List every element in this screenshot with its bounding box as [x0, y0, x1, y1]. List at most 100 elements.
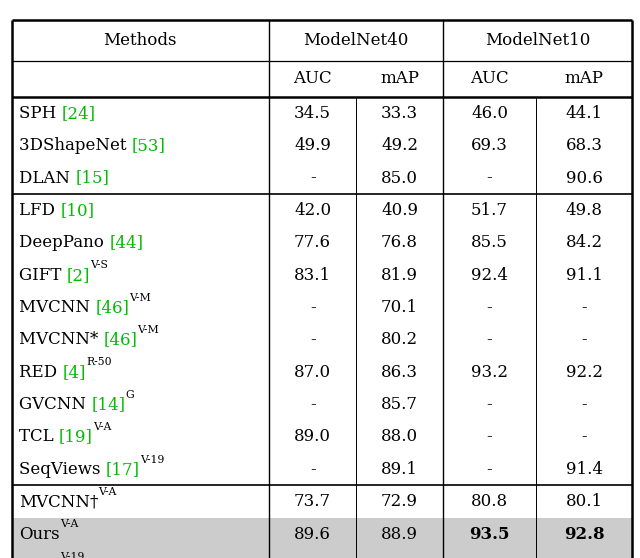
Text: 89.6: 89.6	[294, 526, 331, 542]
Text: 69.3: 69.3	[471, 137, 508, 154]
Text: DLAN: DLAN	[19, 170, 76, 186]
Text: V-19: V-19	[60, 552, 84, 558]
Text: AUC: AUC	[470, 70, 509, 88]
Text: [24]: [24]	[61, 105, 96, 122]
Text: MVCNN: MVCNN	[19, 299, 95, 316]
Text: 85.5: 85.5	[471, 234, 508, 251]
Text: V-M: V-M	[129, 293, 151, 303]
Text: -: -	[310, 170, 316, 186]
Text: -: -	[581, 299, 587, 316]
Text: 88.9: 88.9	[381, 526, 418, 542]
Text: [17]: [17]	[106, 461, 140, 478]
Text: 93.5: 93.5	[469, 526, 510, 542]
Text: [44]: [44]	[109, 234, 143, 251]
Text: [15]: [15]	[76, 170, 109, 186]
Text: 77.6: 77.6	[294, 234, 331, 251]
Text: 44.1: 44.1	[566, 105, 603, 122]
Text: SPH: SPH	[19, 105, 61, 122]
Text: 80.8: 80.8	[471, 493, 508, 510]
Text: mAP: mAP	[564, 70, 604, 88]
Text: TCL: TCL	[19, 429, 59, 445]
Text: [10]: [10]	[60, 202, 95, 219]
Text: V-19: V-19	[140, 455, 164, 465]
Text: ModelNet10: ModelNet10	[485, 32, 590, 49]
Text: 85.7: 85.7	[381, 396, 418, 413]
Text: [14]: [14]	[92, 396, 125, 413]
Text: 3DShapeNet: 3DShapeNet	[19, 137, 132, 154]
Text: G: G	[125, 390, 134, 400]
Text: 80.1: 80.1	[566, 493, 603, 510]
Bar	[12, 550, 632, 558]
Text: 88.0: 88.0	[381, 429, 418, 445]
Text: 92.2: 92.2	[566, 364, 603, 381]
Text: -: -	[487, 461, 492, 478]
Text: 51.7: 51.7	[471, 202, 508, 219]
Text: -: -	[310, 396, 316, 413]
Text: SeqViews: SeqViews	[19, 461, 106, 478]
Text: 33.3: 33.3	[381, 105, 418, 122]
Text: [46]: [46]	[95, 299, 129, 316]
Bar	[12, 518, 632, 550]
Text: Ours: Ours	[19, 526, 60, 542]
Text: 93.2: 93.2	[471, 364, 508, 381]
Text: GIFT: GIFT	[19, 267, 67, 283]
Text: RED: RED	[19, 364, 63, 381]
Text: mAP: mAP	[380, 70, 419, 88]
Text: 89.1: 89.1	[381, 461, 418, 478]
Text: -: -	[487, 396, 492, 413]
Text: R-50: R-50	[86, 358, 111, 368]
Text: 92.4: 92.4	[471, 267, 508, 283]
Text: V-M: V-M	[138, 325, 159, 335]
Text: [4]: [4]	[63, 364, 86, 381]
Text: DeepPano: DeepPano	[19, 234, 109, 251]
Text: -: -	[310, 461, 316, 478]
Text: ModelNet40: ModelNet40	[303, 32, 409, 49]
Text: [2]: [2]	[67, 267, 90, 283]
Text: 84.2: 84.2	[566, 234, 603, 251]
Text: GVCNN: GVCNN	[19, 396, 92, 413]
Text: V-A: V-A	[93, 422, 111, 432]
Text: -: -	[487, 331, 492, 348]
Text: -: -	[487, 299, 492, 316]
Text: 49.9: 49.9	[294, 137, 331, 154]
Text: [46]: [46]	[104, 331, 138, 348]
Text: 87.0: 87.0	[294, 364, 331, 381]
Text: 91.4: 91.4	[566, 461, 603, 478]
Text: V-S: V-S	[90, 261, 108, 271]
Text: -: -	[310, 299, 316, 316]
Text: V-A: V-A	[60, 519, 78, 530]
Text: [53]: [53]	[132, 137, 166, 154]
Text: 46.0: 46.0	[471, 105, 508, 122]
Text: 85.0: 85.0	[381, 170, 418, 186]
Text: [19]: [19]	[59, 429, 93, 445]
Text: LFD: LFD	[19, 202, 60, 219]
Text: 49.2: 49.2	[381, 137, 418, 154]
Text: 34.5: 34.5	[294, 105, 331, 122]
Text: 70.1: 70.1	[381, 299, 418, 316]
Text: AUC: AUC	[293, 70, 332, 88]
Text: -: -	[581, 429, 587, 445]
Text: 89.0: 89.0	[294, 429, 331, 445]
Text: 86.3: 86.3	[381, 364, 418, 381]
Text: 92.8: 92.8	[564, 526, 605, 542]
Text: -: -	[487, 170, 492, 186]
Text: V-A: V-A	[99, 487, 117, 497]
Text: Methods: Methods	[104, 32, 177, 49]
Text: 68.3: 68.3	[566, 137, 603, 154]
Text: 49.8: 49.8	[566, 202, 603, 219]
Text: 90.6: 90.6	[566, 170, 603, 186]
Text: 76.8: 76.8	[381, 234, 418, 251]
Text: -: -	[487, 429, 492, 445]
Text: 72.9: 72.9	[381, 493, 418, 510]
Text: -: -	[581, 396, 587, 413]
Text: MVCNN*: MVCNN*	[19, 331, 104, 348]
Text: 81.9: 81.9	[381, 267, 418, 283]
Text: 73.7: 73.7	[294, 493, 331, 510]
Text: -: -	[581, 331, 587, 348]
Text: 40.9: 40.9	[381, 202, 418, 219]
Text: 91.1: 91.1	[566, 267, 603, 283]
Text: 83.1: 83.1	[294, 267, 331, 283]
Text: 42.0: 42.0	[294, 202, 331, 219]
Text: -: -	[310, 331, 316, 348]
Text: MVCNN†: MVCNN†	[19, 493, 99, 510]
